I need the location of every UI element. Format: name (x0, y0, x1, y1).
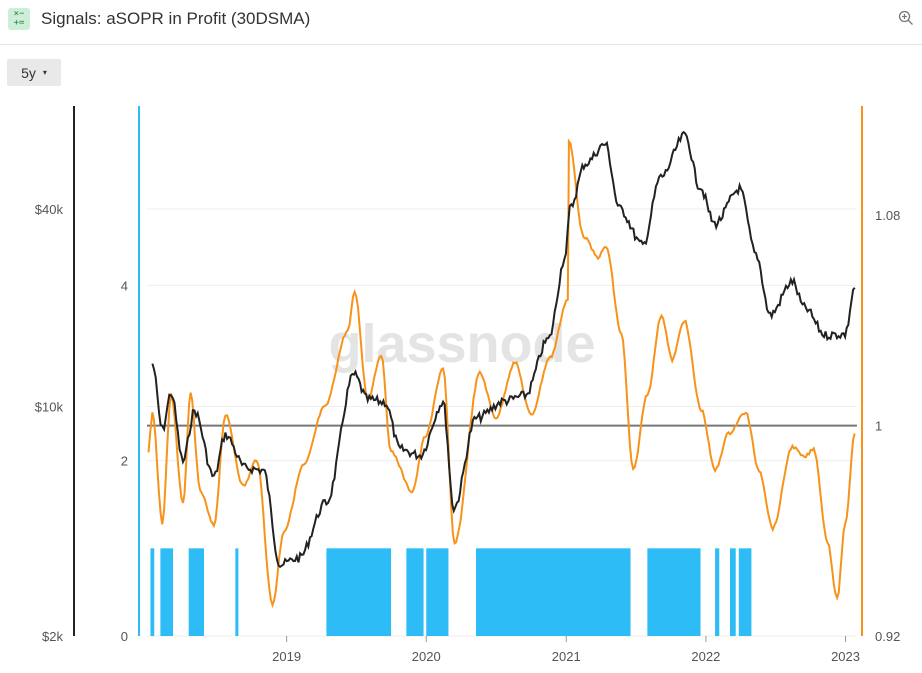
watermark: glassnode (328, 314, 595, 374)
x-tick-label: 2023 (831, 649, 860, 664)
x-tick-label: 2019 (272, 649, 301, 664)
signal-bar (738, 548, 752, 636)
price-tick-label: $10k (35, 400, 64, 415)
x-tick-label: 2022 (691, 649, 720, 664)
chevron-down-icon: ▾ (42, 68, 47, 77)
axis-ticks: $2k $10k $40k 0 2 4 0.92 1 1.08 2019 2020 2021 2022 2… (35, 202, 901, 664)
signal-bar (426, 548, 449, 636)
signal-bar (150, 548, 155, 636)
signal-bar (235, 548, 239, 636)
time-range-dropdown[interactable]: 5y ▾ (7, 59, 61, 86)
signal-bars (150, 548, 752, 636)
price-series-line (151, 130, 856, 569)
signal-bar (326, 548, 392, 636)
chart-title: Signals: aSOPR in Profit (30DSMA) (41, 9, 311, 28)
time-range-label: 5y (21, 64, 36, 81)
signal-bar (475, 548, 631, 636)
signal-bar (729, 548, 736, 636)
icon-glyph-bottom: += (13, 18, 25, 28)
icon-glyph-top: ×− (13, 9, 25, 19)
signal-bar (406, 548, 424, 636)
zoom-in-icon[interactable] (898, 10, 914, 26)
signal-tick-label: 2 (121, 454, 128, 469)
signal-tick-label: 0 (121, 629, 128, 644)
signal-tick-label: 4 (121, 278, 128, 293)
signal-bar (188, 548, 204, 636)
x-tick-label: 2020 (412, 649, 441, 664)
asopr-tick-label: 1.08 (875, 208, 900, 223)
x-tick-label: 2021 (552, 649, 581, 664)
price-tick-label: $40k (35, 202, 64, 217)
chart-header: ×− += Signals: aSOPR in Profit (30DSMA) (0, 0, 922, 45)
metric-calculator-icon: ×− += (8, 8, 30, 30)
signal-bar (647, 548, 701, 636)
asopr-tick-label: 1 (875, 419, 882, 434)
asopr-series-line (147, 138, 856, 609)
asopr-tick-label: 0.92 (875, 629, 900, 644)
signal-bar (160, 548, 174, 636)
signal-bar (715, 548, 720, 636)
grid-lines (147, 208, 857, 637)
price-tick-label: $2k (42, 629, 63, 644)
